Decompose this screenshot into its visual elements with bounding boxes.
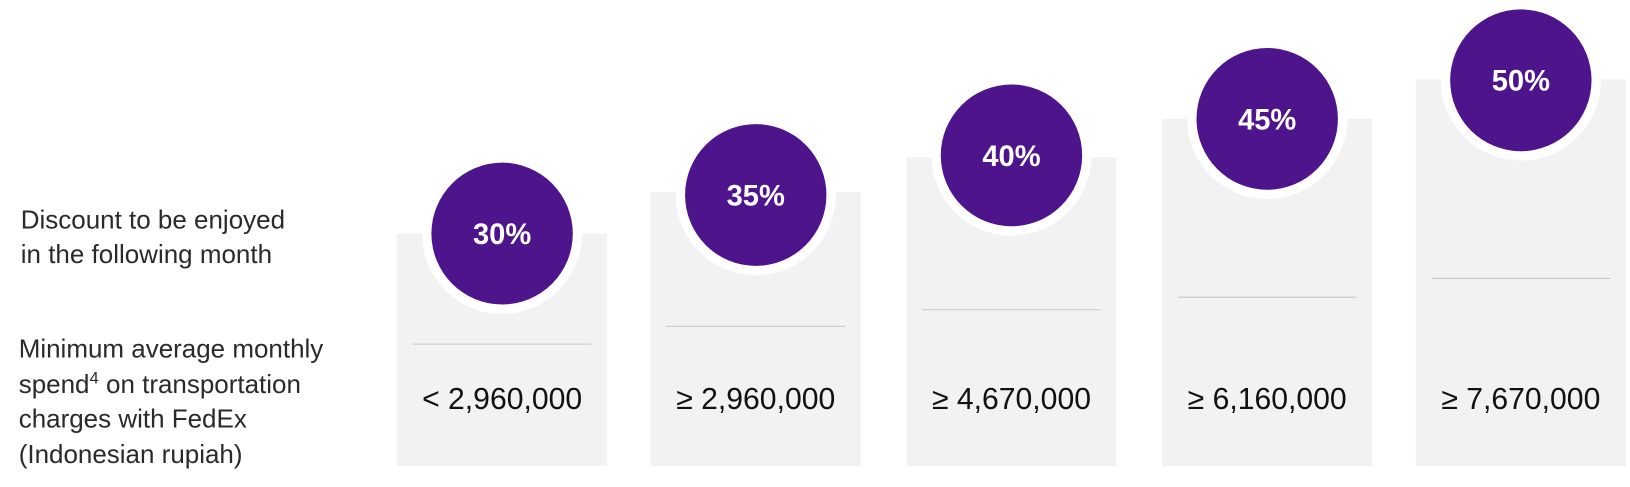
spend-label: spend4 on transportation bbox=[19, 369, 301, 399]
spend-label: Minimum average monthly bbox=[19, 334, 324, 364]
badge bbox=[1450, 9, 1592, 152]
spend-label: charges with FedEx bbox=[19, 404, 247, 434]
discount-value: 45% bbox=[1238, 104, 1296, 136]
spend-label: (Indonesian rupiah) bbox=[19, 439, 243, 469]
spend-value: ≥ 7,670,000 bbox=[1441, 383, 1600, 416]
spend-value: ≥ 4,670,000 bbox=[932, 383, 1091, 416]
discount-label: in the following month bbox=[21, 239, 272, 269]
footnote-mark: 4 bbox=[89, 369, 98, 388]
badge bbox=[685, 124, 827, 266]
discount-label: Discount to be enjoyed bbox=[21, 204, 285, 234]
spend-value: < 2,960,000 bbox=[422, 383, 582, 416]
spend-value: ≥ 2,960,000 bbox=[676, 383, 835, 416]
discount-value: 35% bbox=[727, 180, 785, 212]
discount-value: 40% bbox=[982, 141, 1040, 173]
spend-label: spend bbox=[19, 369, 90, 399]
discount-value: 50% bbox=[1492, 66, 1550, 98]
badge bbox=[431, 162, 573, 305]
discount-value: 30% bbox=[473, 219, 531, 251]
badge bbox=[940, 84, 1083, 227]
badge bbox=[1196, 47, 1338, 190]
spend-value: ≥ 6,160,000 bbox=[1188, 383, 1347, 416]
spend-label: on transportation bbox=[106, 369, 301, 399]
